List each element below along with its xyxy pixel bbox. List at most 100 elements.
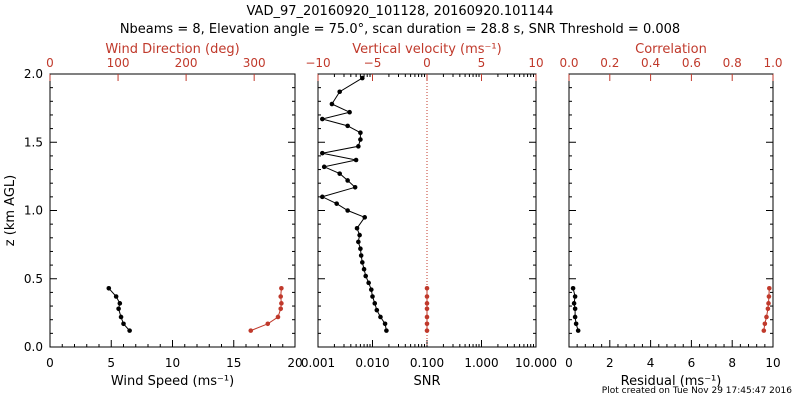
y-axis-label: z (km AGL)	[3, 175, 18, 246]
panel-middle-series-1-point	[424, 294, 430, 299]
footer-timestamp: Plot created on Tue Nov 29 17:45:47 2016	[601, 386, 792, 396]
panel-left-xtick-label: 15	[226, 356, 241, 370]
panel-right-xtick-label: 10	[765, 356, 780, 370]
panel-right-series-1-point	[761, 328, 767, 333]
panel-left-series-0-point	[106, 286, 112, 291]
panel-middle-top-tick-label: 5	[478, 56, 486, 70]
panel-middle-series-0-point	[360, 260, 365, 265]
panel-left-series-0-point	[121, 321, 126, 327]
panel-left-top-label: Wind Direction (deg)	[105, 42, 239, 57]
panel-middle-series-1-point	[424, 321, 430, 327]
panel-middle-top-tick-label: 10	[528, 56, 543, 70]
panel-left-series-0-point	[118, 314, 124, 320]
panel-middle-series-1-point	[424, 314, 430, 320]
panel-middle-xtick-label: 0.010	[355, 356, 389, 370]
panel-middle-series-0-point	[378, 314, 383, 320]
panel-right-top-tick-label: 0.6	[682, 56, 701, 70]
panel-middle-series-0-point	[370, 294, 375, 299]
panel-left-series-1-point	[279, 301, 284, 306]
panel-left-xtick-label: 0	[46, 356, 54, 370]
panel-middle-series-0-point	[320, 116, 325, 122]
panel-middle-series-0-point	[329, 101, 335, 107]
panel-left-xtick-label: 5	[107, 356, 115, 370]
panel-middle-series-0-line	[320, 77, 387, 331]
panel-middle-series-0-point	[360, 75, 365, 81]
panel-right-series-1-point	[765, 306, 771, 312]
panel-right-series-1-point	[767, 286, 772, 291]
panel-middle-top-tick-label: −5	[364, 56, 382, 70]
y-tick-label: 0.5	[24, 272, 43, 286]
panel-middle-xtick-label: 0.100	[410, 356, 444, 370]
panel-right-top-tick-label: 0.2	[600, 56, 619, 70]
panel-left-series-0-point	[127, 328, 132, 333]
panel-middle-series-0-point	[358, 253, 364, 258]
panel-middle-top-label: Vertical velocity (ms⁻¹)	[352, 42, 501, 57]
panel-middle-series-0-point	[356, 239, 361, 245]
panel-middle-series-0-point	[345, 178, 350, 183]
panel-left-top-tick-label: 0	[46, 56, 54, 70]
panel-right-top-tick-label: 1.0	[763, 56, 782, 70]
panel-right-series-0-point	[575, 328, 581, 333]
panel-middle-series-0-point	[334, 201, 339, 206]
panel-middle-xtick-label: 1.000	[464, 356, 498, 370]
panel-left-xlabel: Wind Speed (ms⁻¹)	[111, 374, 234, 389]
panel-middle-series-0-point	[362, 215, 368, 220]
panel-middle-series-0-point	[337, 89, 342, 95]
panel-middle-series-0-point	[321, 164, 327, 170]
panel-middle-series-1-point	[424, 306, 430, 312]
panel-middle-series-0-point	[358, 246, 363, 252]
panel-right-series-0-point	[571, 301, 577, 306]
panel-middle-series-1-point	[424, 328, 430, 333]
panel-right-xlabel: Residual (ms⁻¹)	[621, 374, 722, 389]
panel-middle-series-0-point	[354, 225, 360, 231]
panel-middle-series-0-point	[345, 208, 350, 213]
panel-middle-series-0-point	[320, 150, 325, 156]
panel-middle-xtick-label: 0.001	[301, 356, 335, 370]
panel-left-series-0-point	[116, 306, 121, 312]
panel-right-series-0-point	[570, 286, 576, 291]
panel-middle-top-tick-label: 0	[423, 56, 431, 70]
panel-right-xtick-label: 2	[606, 356, 614, 370]
panel-left-series-1-point	[279, 286, 284, 291]
panel-left-top-tick-label: 100	[107, 56, 130, 70]
panel-middle-series-0-point	[352, 184, 358, 190]
panel-left-xtick-label: 10	[165, 356, 180, 370]
panel-right-xtick-label: 4	[647, 356, 655, 370]
panel-middle-series-0-point	[353, 157, 359, 163]
panel-middle-series-0-point	[374, 307, 380, 313]
panel-right-top-tick-label: 0.8	[723, 56, 742, 70]
panel-middle-series-0-point	[361, 266, 367, 272]
chart-title: VAD_97_20160920_101128, 20160920.101144	[246, 4, 554, 19]
y-tick-label: 1.0	[24, 204, 43, 218]
panel-left-top-tick-label: 200	[175, 56, 198, 70]
panel-middle-series-0-point	[368, 287, 374, 292]
panel-middle-series-0-point	[358, 130, 363, 135]
panel-left-frame	[49, 73, 296, 348]
panel-middle-series-0-point	[366, 280, 371, 286]
panel-right-top-tick-label: 0.0	[559, 56, 578, 70]
panel-middle-series-0-point	[382, 321, 388, 327]
panel-middle-series-0-point	[337, 171, 342, 176]
panel-right-xtick-label: 0	[565, 356, 573, 370]
panel-middle-series-0-point	[358, 137, 363, 142]
panel-middle-series-1-point	[424, 301, 430, 306]
panel-left-series-0-point	[117, 301, 123, 306]
panel-right-xtick-label: 8	[728, 356, 736, 370]
panel-middle-series-0-point	[347, 109, 352, 115]
panel-left-series-0-point	[113, 294, 119, 299]
chart-subtitle: Nbeams = 8, Elevation angle = 75.0°, sca…	[119, 22, 681, 37]
y-tick-label: 0.0	[24, 340, 43, 354]
panel-right-series-1-point	[762, 321, 768, 327]
panel-right-series-0-point	[572, 314, 578, 320]
panel-middle-series-0-point	[363, 273, 368, 279]
panel-middle-series-1-point	[424, 286, 430, 291]
panel-middle-xlabel: SNR	[413, 374, 440, 389]
panel-left-series-1-point	[278, 306, 284, 312]
panel-left-xtick-label: 20	[287, 356, 302, 370]
y-tick-label: 2.0	[24, 67, 43, 81]
panel-left-series-1-point	[275, 314, 281, 320]
panel-left-series-1-point	[265, 321, 271, 327]
panel-middle-series-0-point	[356, 144, 361, 149]
panel-right-series-0-point	[573, 321, 579, 327]
